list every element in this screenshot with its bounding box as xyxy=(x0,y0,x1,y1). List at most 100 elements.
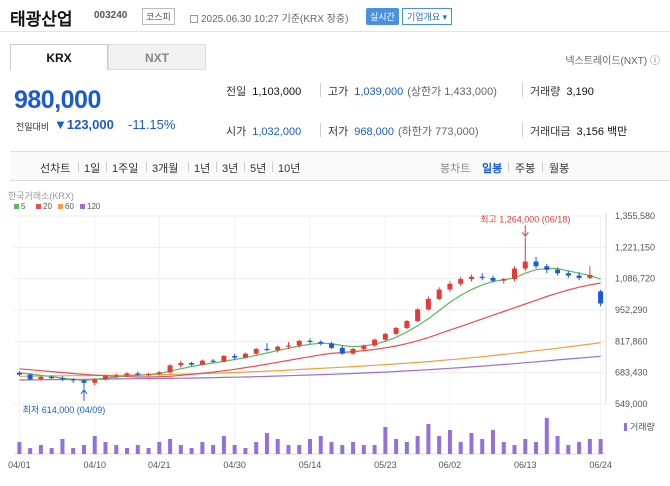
volume-bar xyxy=(534,442,538,454)
realtime-badge[interactable]: 실시간 xyxy=(366,8,399,25)
candle-body xyxy=(480,277,485,278)
volume-bar xyxy=(243,448,247,454)
volume-bar xyxy=(114,445,118,454)
period-1d[interactable]: 1일 xyxy=(84,160,100,176)
volume-bar xyxy=(448,430,452,454)
candle-body xyxy=(340,348,345,354)
period-5y[interactable]: 5년 xyxy=(250,160,266,176)
y-tick-label: 952,290 xyxy=(615,305,648,315)
x-tick-label: 04/01 xyxy=(8,460,31,470)
candle-body xyxy=(523,262,528,269)
volume-bar xyxy=(286,445,290,454)
line-chart-button[interactable]: 선차트 xyxy=(40,160,70,176)
chart-toolbar: 선차트 1일 1주일 3개월 1년 3년 5년 10년 봉차트 일봉 주봉 월봉 xyxy=(10,151,670,181)
candle-body xyxy=(501,279,506,281)
volume-bar xyxy=(71,448,75,454)
change-percent: -11.15% xyxy=(128,117,175,132)
candle-daily[interactable]: 일봉 xyxy=(482,160,502,176)
x-tick-label: 04/10 xyxy=(83,460,106,470)
candle-body xyxy=(28,375,33,380)
volume-bar xyxy=(469,433,473,454)
high-annotation: 최고 1,264,000 (06/18) xyxy=(480,214,570,224)
volume-bar xyxy=(125,448,129,454)
y-tick-label: 1,221,150 xyxy=(615,242,655,252)
period-3m[interactable]: 3개월 xyxy=(152,160,178,176)
stat-amount-value: 3,156 백만 xyxy=(576,126,627,138)
company-overview-button[interactable]: 기업개요 ▾ xyxy=(402,8,452,25)
candle-body xyxy=(38,377,43,379)
candlestick-chart[interactable]: 한국거래소(KRX) 5 20 60 120 최고 1,264,000 (06/18)… xyxy=(0,186,670,481)
period-3y[interactable]: 3년 xyxy=(222,160,238,176)
divider xyxy=(188,162,189,172)
candle-body xyxy=(490,278,495,281)
volume-bar xyxy=(556,436,560,454)
candle-weekly[interactable]: 주봉 xyxy=(515,160,535,176)
period-1w[interactable]: 1주일 xyxy=(112,160,138,176)
stock-name: 태광산업 xyxy=(10,5,73,30)
candle-body xyxy=(297,341,302,346)
volume-bar xyxy=(373,445,377,454)
divider xyxy=(244,162,245,172)
candle-body xyxy=(437,290,442,299)
chart-source: 한국거래소(KRX) xyxy=(8,191,74,201)
period-1y[interactable]: 1년 xyxy=(194,160,210,176)
divider xyxy=(146,162,147,172)
legend-swatch-ma120 xyxy=(80,204,85,209)
stat-open-value: 1,032,000 xyxy=(252,126,301,138)
ma-legend: 5 20 60 120 xyxy=(14,202,101,211)
candle-body xyxy=(81,380,86,382)
volume-bar xyxy=(93,436,97,454)
candle-body xyxy=(243,354,248,358)
volume-bar xyxy=(147,448,151,454)
tab-nxt[interactable]: NXT xyxy=(108,44,206,70)
x-tick-label: 05/23 xyxy=(374,460,397,470)
legend-label-ma5: 5 xyxy=(21,202,26,211)
stat-prev-value: 1,103,000 xyxy=(252,86,301,98)
stock-chart[interactable]: 한국거래소(KRX) 5 20 60 120 최고 1,264,000 (06/18)… xyxy=(0,186,670,481)
change-label: 전일대비 xyxy=(16,120,49,133)
volume-legend-label: 거래량 xyxy=(630,421,655,432)
candle-body xyxy=(329,344,334,348)
exchange-tabs: KRX NXT xyxy=(10,44,206,70)
candle-body xyxy=(221,356,226,362)
stat-volume-value: 3,190 xyxy=(566,86,594,98)
stat-high: 고가 1,039,000 (상한가 1,433,000) xyxy=(328,83,497,99)
volume-bar xyxy=(502,442,506,454)
stock-header: 태광산업 003240 코스피 2025.06.30 10:27 기준(KRX … xyxy=(0,0,670,32)
volume-bar xyxy=(308,439,312,454)
volume-bar xyxy=(394,439,398,454)
volume-bar xyxy=(103,442,107,454)
volume-bar xyxy=(513,445,517,454)
volume-bar xyxy=(437,436,441,454)
candle-body xyxy=(232,356,237,358)
candle-chart-label[interactable]: 봉차트 xyxy=(440,160,470,176)
volume-bar xyxy=(157,442,161,454)
volume-bar xyxy=(405,442,409,454)
volume-bar xyxy=(523,439,527,454)
timestamp-text: 2025.06.30 10:27 기준(KRX 장중) xyxy=(201,14,348,25)
volume-bar xyxy=(577,442,581,454)
volume-bar xyxy=(211,445,215,454)
stat-high-label: 고가 xyxy=(328,86,348,98)
candle-body xyxy=(254,349,259,354)
stat-volume: 거래량 3,190 xyxy=(530,83,594,99)
divider xyxy=(522,123,523,137)
candle-monthly[interactable]: 월봉 xyxy=(549,160,569,176)
nxt-info-link[interactable]: 넥스트레이드(NXT) ⓘ xyxy=(565,52,660,67)
volume-bar xyxy=(17,442,21,454)
volume-bar xyxy=(179,445,183,454)
volume-bar xyxy=(233,445,237,454)
volume-bar xyxy=(340,445,344,454)
volume-bar xyxy=(319,436,323,454)
stat-open-label: 시가 xyxy=(226,126,246,138)
y-tick-label: 1,355,580 xyxy=(615,211,655,221)
period-10y[interactable]: 10년 xyxy=(278,160,300,176)
legend-label-ma120: 120 xyxy=(87,202,101,211)
volume-bar xyxy=(459,442,463,454)
candle-body xyxy=(157,372,162,374)
stock-code: 003240 xyxy=(94,10,127,21)
candle-body xyxy=(275,347,280,350)
volume-bar xyxy=(480,439,484,454)
tab-krx[interactable]: KRX xyxy=(10,44,108,70)
current-price: 980,000 xyxy=(14,86,101,115)
